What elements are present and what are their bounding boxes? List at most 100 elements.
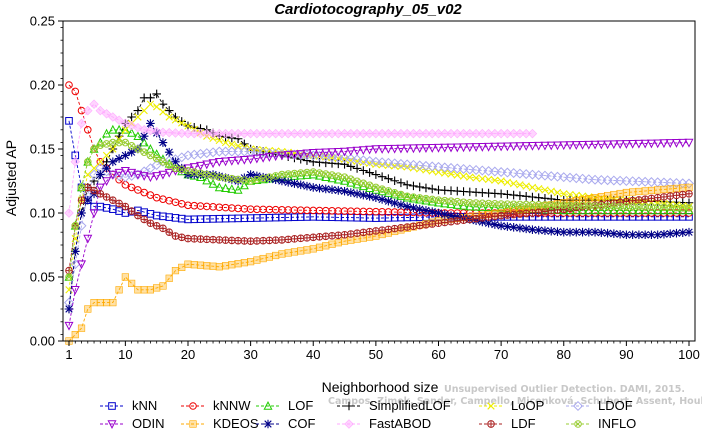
data-point [365,145,375,155]
data-point [195,128,206,139]
data-point [439,162,450,173]
data-point [165,274,173,282]
data-point [183,128,193,139]
data-point [146,219,155,227]
y-tick-label: 0.25 [30,14,55,29]
data-point [114,168,124,178]
data-point [415,204,425,214]
data-point [228,261,236,269]
data-point [640,139,650,149]
data-point [615,140,625,150]
data-point [171,157,180,167]
legend-item-simplifiedlof: SimplifiedLOF [337,398,451,413]
data-point [120,166,130,176]
data-point [96,190,105,198]
data-point [590,174,601,185]
data-point [228,236,236,245]
data-point [333,152,344,163]
data-point [521,128,531,139]
data-point [365,192,374,201]
data-point [296,234,305,243]
data-point [115,199,123,208]
legend-item-lof: LOF [256,398,313,413]
data-point [240,173,249,183]
data-point [566,201,574,210]
data-point [171,116,180,124]
data-point [233,184,243,194]
data-point [152,172,162,181]
data-point [158,127,168,138]
data-point [146,286,155,294]
data-point [634,139,644,149]
data-point [108,170,118,180]
data-point [315,183,324,193]
data-point [646,139,656,149]
data-point [534,225,543,235]
data-point [402,192,412,202]
data-point [378,226,386,234]
data-point [534,208,543,216]
data-point [378,185,386,193]
data-point [502,142,512,152]
data-point [253,237,261,245]
data-point [459,198,468,206]
data-point [396,144,406,154]
data-point [359,190,368,200]
data-point [546,226,556,236]
data-point [459,216,468,224]
data-point [303,234,311,242]
data-point [114,115,124,125]
y-tick-label: 0.05 [30,270,55,285]
data-point [228,174,236,183]
data-point [233,156,243,166]
data-point [515,142,525,152]
data-point [541,201,549,209]
data-point [466,199,474,207]
data-point [553,188,562,197]
data-point [152,149,162,158]
data-point [189,128,199,139]
data-point [259,236,267,245]
data-point [465,143,475,153]
data-point [653,193,662,202]
data-point [258,128,268,139]
data-point [252,171,262,181]
data-point [71,222,80,230]
data-point [146,119,155,128]
data-point [434,168,443,176]
data-point [527,128,538,139]
data-point [314,148,325,158]
data-point [684,227,694,237]
data-point [159,282,167,290]
data-point [227,184,237,193]
data-point [90,186,98,195]
data-point [321,128,331,139]
data-point [102,151,111,160]
data-point [302,128,312,139]
data-point [109,298,117,307]
data-point [377,157,388,168]
data-point [503,200,512,208]
data-point [340,147,350,157]
data-point [635,203,643,211]
data-point [184,260,192,268]
data-point [440,143,450,153]
data-point [484,213,493,221]
data-point [233,176,243,186]
data-point [491,176,499,184]
data-point [246,155,256,165]
data-point [415,182,425,192]
data-point [309,245,317,253]
data-point [603,228,612,238]
data-point [584,202,593,210]
data-point [516,200,524,209]
data-point [546,141,556,151]
data-point [321,232,330,241]
data-point [464,164,475,175]
data-point [653,139,663,149]
data-point [659,139,669,149]
data-point [665,229,675,239]
data-point [421,128,431,139]
legend-swatch-marker [107,420,117,429]
